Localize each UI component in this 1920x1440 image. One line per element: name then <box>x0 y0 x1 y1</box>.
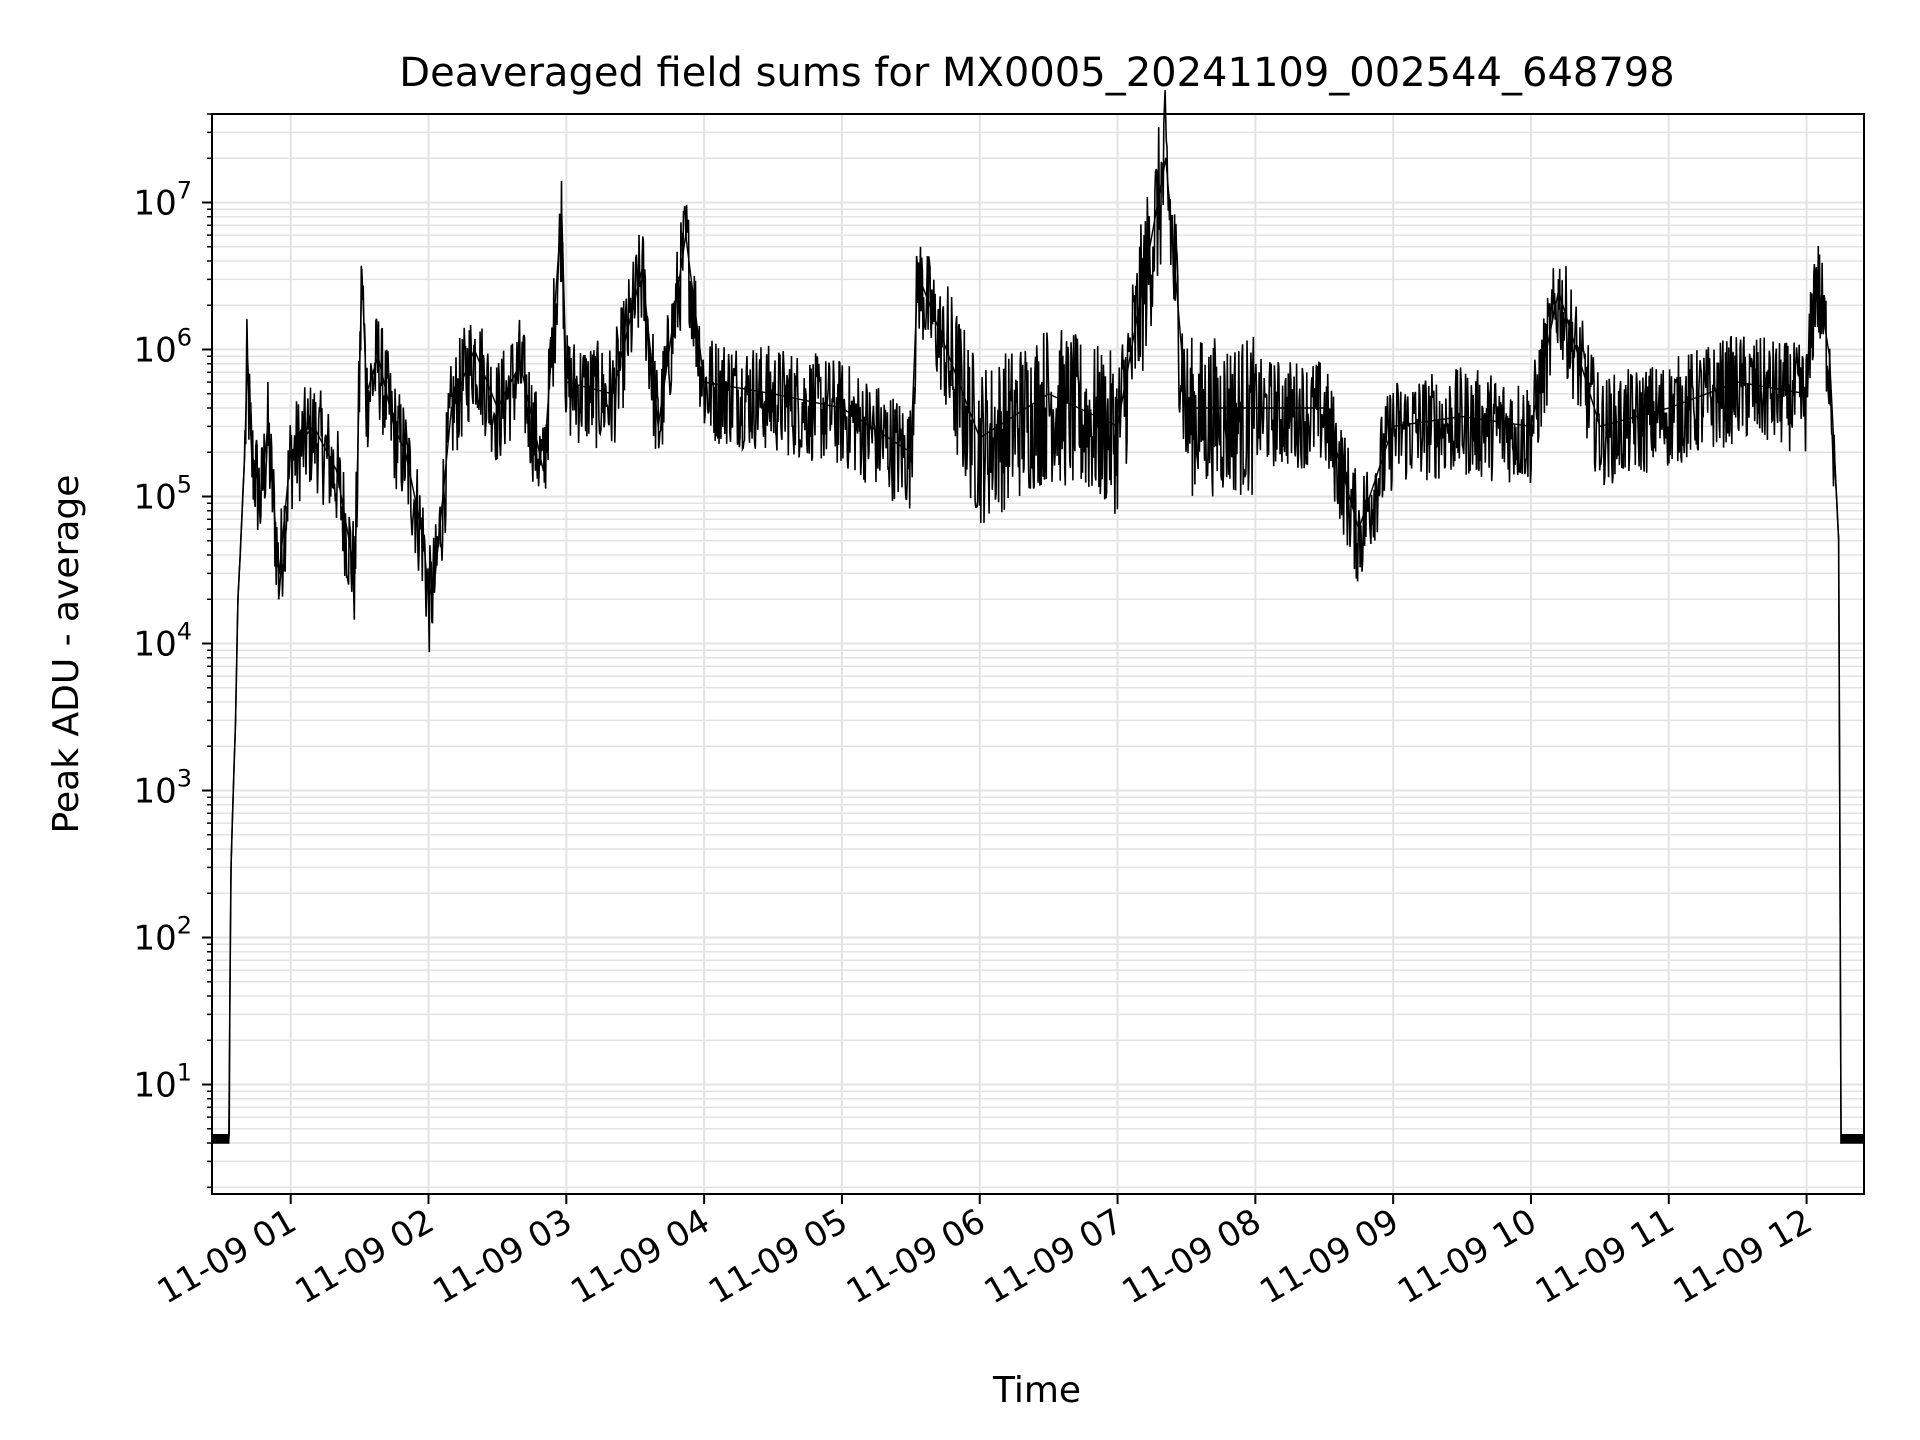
data-point <box>978 437 981 439</box>
data-point <box>404 451 407 454</box>
data-point <box>335 469 338 472</box>
y-tick-label: 105 <box>133 471 192 518</box>
data-point <box>1837 540 1840 542</box>
data-series <box>211 90 1865 1144</box>
data-point <box>434 572 437 575</box>
data-point <box>354 572 356 575</box>
data-point <box>1357 528 1360 530</box>
data-point <box>260 495 262 498</box>
y-tick-base: 10 <box>133 331 176 371</box>
y-tick-base: 10 <box>133 919 176 959</box>
y-tick-base: 10 <box>133 478 176 518</box>
data-point <box>496 407 499 409</box>
data-point <box>611 393 614 395</box>
data-point <box>1047 393 1050 395</box>
data-point <box>237 598 239 601</box>
data-point <box>473 348 476 351</box>
data-point <box>1815 268 1817 271</box>
data-point <box>1254 407 1257 409</box>
data-point <box>703 381 705 383</box>
y-tick-exponent: 3 <box>177 765 192 793</box>
chart-title: Deaveraged field sums for MX0005_2024110… <box>399 50 1674 96</box>
data-point <box>560 208 563 210</box>
data-point <box>393 425 395 428</box>
y-tick-label: 106 <box>133 324 192 371</box>
data-point <box>423 540 425 542</box>
y-tick-label: 101 <box>133 1059 192 1106</box>
data-point <box>450 407 453 409</box>
series-line-noise <box>211 90 1865 1144</box>
data-point <box>250 451 253 454</box>
data-point <box>377 355 379 358</box>
data-point <box>1530 425 1532 428</box>
y-tick-base: 10 <box>133 625 176 665</box>
data-point <box>565 381 568 383</box>
data-point <box>312 425 315 428</box>
y-tick-base: 10 <box>133 184 176 224</box>
data-point <box>1805 393 1808 395</box>
y-tick-exponent: 5 <box>177 471 192 499</box>
data-point <box>916 272 919 275</box>
data-point <box>1840 1142 1842 1144</box>
data-point <box>244 451 246 454</box>
data-point <box>1116 425 1119 428</box>
y-tick-exponent: 1 <box>177 1059 192 1087</box>
data-point <box>772 393 774 395</box>
data-point <box>657 425 659 428</box>
grid <box>212 113 1864 1194</box>
y-tick-base: 10 <box>133 1066 176 1106</box>
y-tick-exponent: 6 <box>177 324 192 352</box>
data-point <box>641 268 643 271</box>
series-line <box>212 158 1864 1144</box>
data-point <box>684 234 687 236</box>
data-point <box>1599 425 1601 428</box>
data-point <box>1557 290 1560 292</box>
data-point <box>1323 407 1326 409</box>
data-point <box>519 363 522 365</box>
data-point <box>1668 407 1670 409</box>
data-point <box>230 866 232 869</box>
y-tick-label: 102 <box>133 912 192 959</box>
data-point <box>232 789 235 792</box>
data-point <box>227 1142 230 1144</box>
y-tick-label: 104 <box>133 618 192 665</box>
y-tick-exponent: 4 <box>177 618 192 646</box>
data-point <box>234 719 237 722</box>
y-tick-exponent: 7 <box>177 177 192 205</box>
data-point <box>427 598 430 601</box>
data-point <box>365 393 368 395</box>
plot-frame <box>211 113 1865 1195</box>
data-point <box>1736 381 1739 383</box>
y-axis-label: Peak ADU - average <box>46 475 87 834</box>
data-point <box>266 425 269 428</box>
data-point <box>239 554 241 556</box>
data-point <box>1828 355 1831 358</box>
y-tick-label: 103 <box>133 765 192 812</box>
y-tick-base: 10 <box>133 772 176 812</box>
data-point <box>910 451 912 454</box>
x-axis-label: Time <box>992 1370 1081 1411</box>
data-point <box>361 268 363 271</box>
y-tick-label: 107 <box>133 177 192 224</box>
data-point <box>246 363 248 365</box>
y-tick-exponent: 2 <box>177 912 192 940</box>
data-point <box>1185 407 1188 409</box>
data-point <box>1392 425 1394 428</box>
data-point <box>1461 415 1463 418</box>
data-point <box>289 451 292 454</box>
data-point <box>1165 157 1167 160</box>
data-point <box>278 572 281 575</box>
data-point <box>841 407 843 409</box>
data-point <box>542 469 545 472</box>
